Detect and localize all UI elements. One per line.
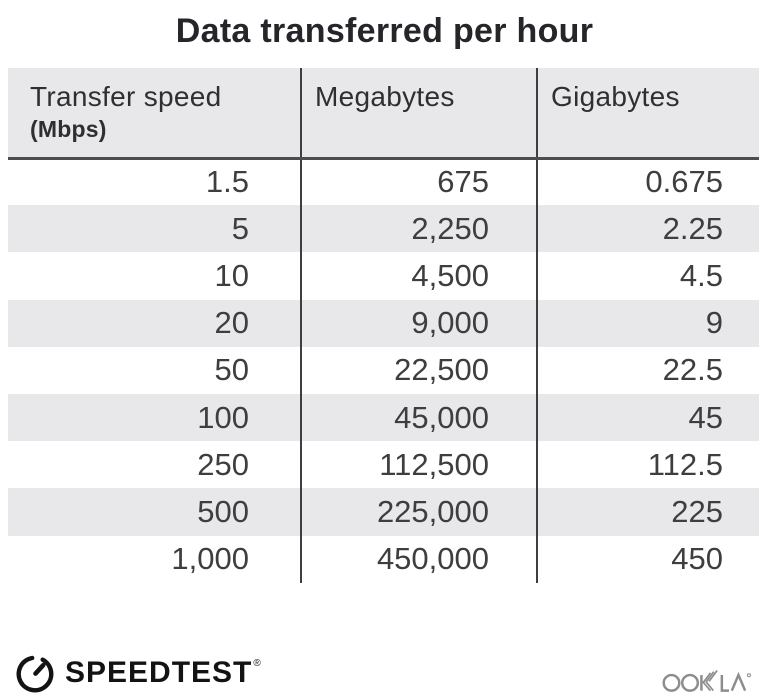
col-header-sublabel: (Mbps) xyxy=(30,115,107,142)
cell-megabytes: 22,500 xyxy=(300,346,537,394)
header-row: Transfer speed (Mbps) Megabytes Gigabyte… xyxy=(8,68,759,160)
cell-speed: 100 xyxy=(197,399,249,435)
cell-megabytes: 450,000 xyxy=(300,535,537,583)
data-transfer-table: Transfer speed (Mbps) Megabytes Gigabyte… xyxy=(8,68,759,583)
cell-speed: 50 xyxy=(214,352,249,388)
cell-speed: 250 xyxy=(197,446,249,482)
cell-gigabytes: 0.675 xyxy=(536,158,759,206)
cell-megabytes: 2,250 xyxy=(300,205,537,253)
cell-speed: 10 xyxy=(214,257,249,293)
cell-gigabytes: 2.25 xyxy=(536,205,759,253)
table-row: 1.5 675 0.675 xyxy=(8,158,759,206)
cell-gigabytes: 450 xyxy=(536,535,759,583)
speedtest-logo: SPEEDTEST ® xyxy=(14,652,261,694)
cell-gigabytes: 9 xyxy=(536,299,759,347)
cell-speed: 20 xyxy=(214,305,249,341)
table-row: 20 9,000 9 xyxy=(8,299,759,347)
col-header-label: Megabytes xyxy=(315,81,455,112)
cell-megabytes: 112,500 xyxy=(300,441,537,489)
cell-speed: 500 xyxy=(197,493,249,529)
table-row: 5 2,250 2.25 xyxy=(8,205,759,253)
table-row: 10 4,500 4.5 xyxy=(8,252,759,300)
cell-gigabytes: 225 xyxy=(536,488,759,536)
cell-megabytes: 4,500 xyxy=(300,252,537,300)
col-header-gigabytes: Gigabytes xyxy=(536,68,759,160)
table-row: 100 45,000 45 xyxy=(8,393,759,442)
cell-megabytes: 675 xyxy=(300,158,537,206)
col-header-megabytes: Megabytes xyxy=(300,68,537,160)
cell-gigabytes: 45 xyxy=(536,393,759,442)
speedtest-wordmark: SPEEDTEST xyxy=(65,656,253,689)
cell-speed: 1.5 xyxy=(205,164,249,200)
cell-megabytes: 9,000 xyxy=(300,299,537,347)
speedtest-registered-icon: ® xyxy=(253,657,261,669)
table-row: 50 22,500 22.5 xyxy=(8,346,759,394)
speedtest-gauge-icon xyxy=(16,655,54,693)
table-row: 1,000 450,000 450 xyxy=(8,535,759,583)
col-header-transfer-speed: Transfer speed (Mbps) xyxy=(8,68,301,160)
page-title: Data transferred per hour xyxy=(175,12,594,50)
cell-megabytes: 45,000 xyxy=(300,393,537,442)
table-row: 250 112,500 112.5 xyxy=(8,441,759,489)
cell-gigabytes: 22.5 xyxy=(536,346,759,394)
col-header-label: Gigabytes xyxy=(551,81,680,112)
ookla-logo xyxy=(662,669,751,692)
col-header-label: Transfer speed xyxy=(30,81,222,112)
footer: SPEEDTEST ® xyxy=(0,648,769,698)
cell-speed: 5 xyxy=(231,210,249,246)
cell-gigabytes: 112.5 xyxy=(536,441,759,489)
table-row: 500 225,000 225 xyxy=(8,488,759,536)
cell-megabytes: 225,000 xyxy=(300,488,537,536)
cell-speed: 1,000 xyxy=(171,541,249,577)
cell-gigabytes: 4.5 xyxy=(536,252,759,300)
